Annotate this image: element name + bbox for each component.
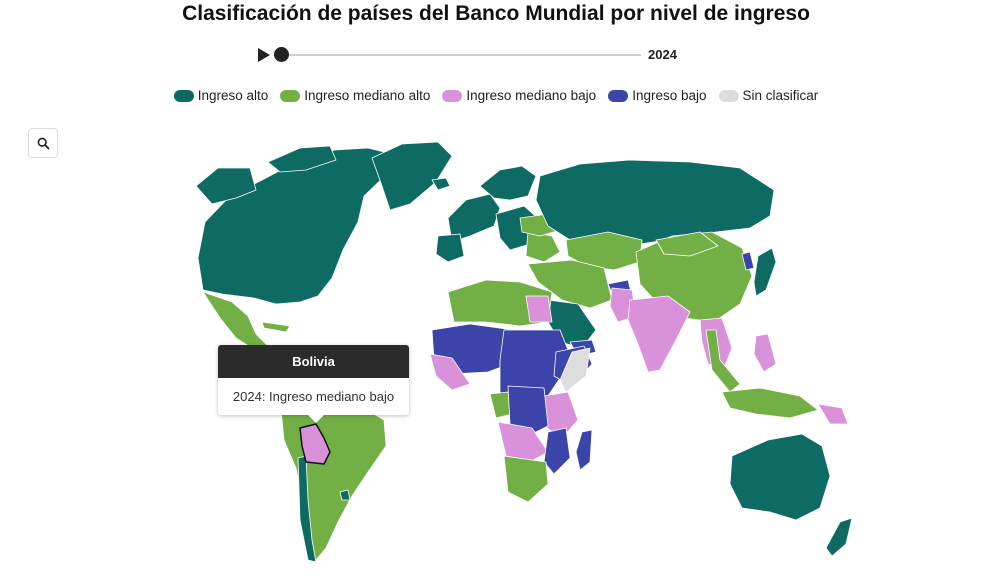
legend-item-mediano-alto[interactable]: Ingreso mediano alto <box>280 88 430 103</box>
country-mexico[interactable] <box>202 291 269 353</box>
country-turkey-iran[interactable] <box>527 259 613 309</box>
country-canada-usa[interactable] <box>197 147 393 305</box>
legend-item-alto[interactable]: Ingreso alto <box>173 88 269 103</box>
country-philippines[interactable] <box>753 333 777 373</box>
legend-label: Ingreso bajo <box>632 88 707 103</box>
country-japan[interactable] <box>753 247 777 297</box>
country-egypt[interactable] <box>525 295 553 323</box>
country-chile[interactable] <box>297 455 317 563</box>
country-indonesia[interactable] <box>721 387 819 419</box>
country-arctic-islands[interactable] <box>267 145 337 173</box>
country-scandinavia[interactable] <box>479 165 537 201</box>
country-australia[interactable] <box>729 433 831 521</box>
country-mongolia[interactable] <box>655 231 719 257</box>
country-southern-africa[interactable] <box>503 455 549 503</box>
timeline-slider[interactable]: 2024 <box>256 44 696 66</box>
legend-swatch <box>280 89 301 102</box>
country-iceland[interactable] <box>431 177 451 191</box>
legend-label: Ingreso mediano bajo <box>466 88 597 103</box>
country-cuba[interactable] <box>261 321 291 333</box>
country-bolivia[interactable] <box>299 423 331 465</box>
legend-swatch <box>718 89 739 102</box>
country-angola-zambia[interactable] <box>497 421 549 463</box>
country-eastern-europe[interactable] <box>525 231 561 263</box>
country-west-coast[interactable] <box>429 353 471 391</box>
country-alaska[interactable] <box>195 167 257 205</box>
country-iberia[interactable] <box>435 233 465 263</box>
country-thailand-malaysia[interactable] <box>705 329 741 393</box>
country-mozambique[interactable] <box>543 427 571 475</box>
country-drc[interactable] <box>507 385 549 437</box>
legend-item-bajo[interactable]: Ingreso bajo <box>608 88 707 103</box>
country-kazakhstan[interactable] <box>565 231 643 271</box>
zoom-button[interactable] <box>28 128 58 158</box>
country-north-korea[interactable] <box>741 251 755 271</box>
country-uruguay[interactable] <box>339 489 351 501</box>
country-india[interactable] <box>627 295 691 373</box>
country-png[interactable] <box>817 403 849 425</box>
legend-label: Ingreso alto <box>197 88 269 103</box>
timeline-knob[interactable] <box>274 47 289 62</box>
legend-label: Sin clasificar <box>742 88 819 103</box>
timeline-year: 2024 <box>648 47 677 62</box>
legend-swatch <box>442 89 463 102</box>
country-russia[interactable] <box>535 159 775 247</box>
legend-item-sin-clasificar[interactable]: Sin clasificar <box>718 88 819 103</box>
country-south-america[interactable] <box>279 391 387 561</box>
country-new-zealand[interactable] <box>825 517 853 557</box>
legend: Ingreso alto Ingreso mediano alto Ingres… <box>0 88 992 103</box>
tooltip-arrow <box>308 415 324 423</box>
legend-swatch <box>608 89 629 102</box>
search-icon <box>37 137 49 149</box>
legend-swatch <box>173 89 194 102</box>
country-madagascar[interactable] <box>575 429 593 471</box>
tooltip-value: 2024: Ingreso mediano bajo <box>232 389 395 404</box>
play-icon[interactable] <box>258 48 270 62</box>
timeline-track[interactable] <box>281 54 641 56</box>
country-greenland[interactable] <box>371 141 453 211</box>
legend-item-mediano-bajo[interactable]: Ingreso mediano bajo <box>442 88 596 103</box>
chart-title: Clasificación de países del Banco Mundia… <box>182 2 810 25</box>
tooltip-country: Bolivia <box>218 345 409 378</box>
country-somalia[interactable] <box>559 347 591 393</box>
country-tooltip: Bolivia 2024: Ingreso mediano bajo <box>218 345 409 423</box>
legend-label: Ingreso mediano alto <box>304 88 431 103</box>
